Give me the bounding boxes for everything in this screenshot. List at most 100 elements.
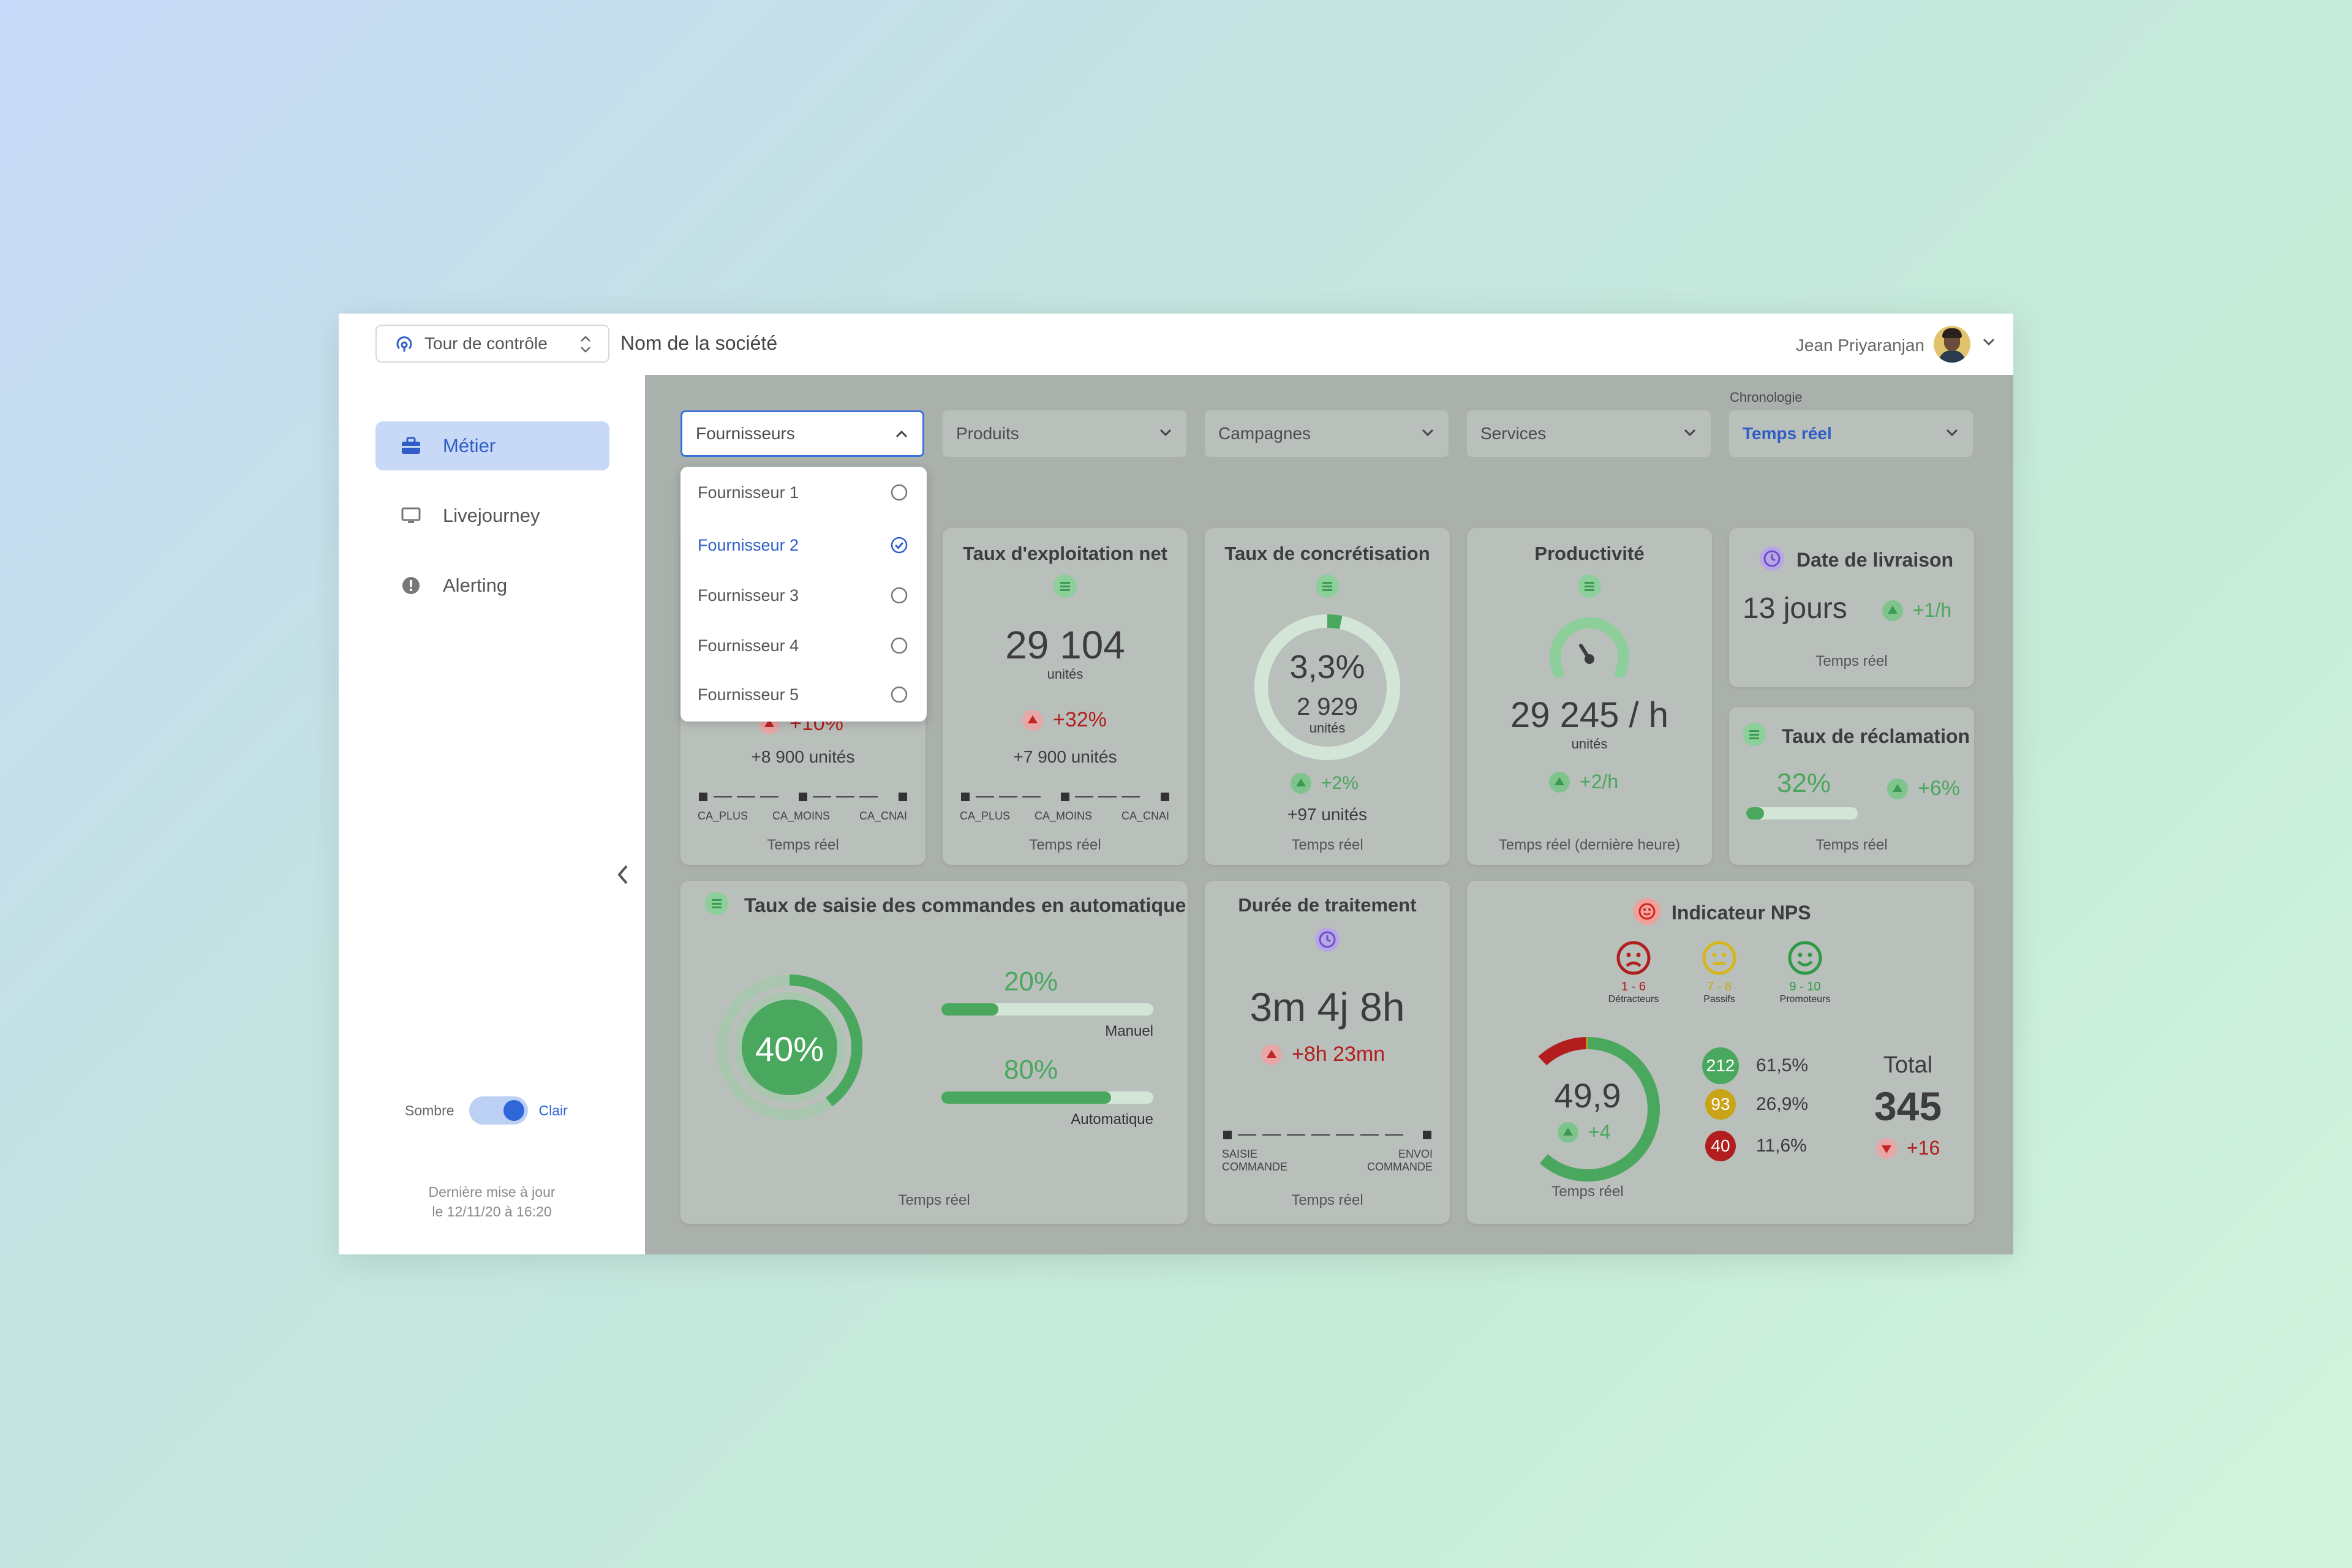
card-note: +7 900 unités: [1013, 747, 1117, 766]
legend-range: 1 - 6: [1621, 980, 1646, 993]
card-traitement: Durée de traitement 3m 4j 8h +8h 23mn SA…: [1205, 881, 1450, 1224]
ring-percent: 3,3%: [1289, 649, 1365, 685]
filter-label: Campagnes: [1218, 424, 1311, 443]
last-update-line2: le 12/11/20 à 16:20: [432, 1204, 552, 1219]
alert-icon: [400, 575, 422, 597]
legend-label: Passifs: [1703, 994, 1735, 1005]
filter-label: Services: [1480, 424, 1547, 443]
avatar[interactable]: [1934, 326, 1970, 363]
last-update-line1: Dernière mise à jour: [428, 1184, 556, 1200]
card-title: Productivité: [1534, 543, 1645, 564]
card-footer: Temps réel: [1815, 837, 1888, 853]
card-value: 13 jours: [1743, 592, 1847, 625]
dropdown-option[interactable]: Fournisseur 5: [680, 676, 927, 713]
filter-label: Fournisseurs: [696, 424, 795, 443]
card-unit: unités: [1047, 666, 1084, 682]
filter-services[interactable]: Services: [1467, 410, 1711, 457]
nps-score: 49,9: [1554, 1076, 1621, 1115]
card-note: +97 unités: [1287, 805, 1367, 824]
option-label: Fournisseur 4: [698, 636, 799, 655]
list-icon: [1743, 723, 1766, 746]
filter-chronologie[interactable]: Temps réel: [1729, 410, 1973, 457]
auto-progress: [941, 1091, 1153, 1104]
theme-toggle[interactable]: [469, 1096, 528, 1125]
card-nps: Indicateur NPS 1 - 6 Détracteurs 7 - 8 P…: [1467, 881, 1974, 1224]
manual-label: Manuel: [1105, 1023, 1153, 1039]
dropdown-option[interactable]: Fournisseur 1: [680, 474, 927, 511]
card-livraison: Date de livraison 13 jours +1/h Temps ré…: [1729, 528, 1974, 687]
sidebar: Métier Livejourney Alerting Sombre Clair…: [339, 375, 645, 1254]
list-icon: [705, 892, 728, 915]
arrow-up-icon: [1022, 709, 1043, 731]
up-down-chevron-icon: [581, 336, 590, 353]
fournisseurs-dropdown: Fournisseur 1 Fournisseur 2 Fournisseur …: [680, 467, 927, 722]
filter-campagnes[interactable]: Campagnes: [1205, 410, 1449, 457]
manual-progress: [941, 1003, 1153, 1016]
step-label-start: SAISIE COMMANDE: [1222, 1148, 1287, 1174]
sidebar-item-alerting[interactable]: Alerting: [375, 561, 609, 610]
arrow-down-icon: [1876, 1137, 1897, 1159]
list-icon: [1054, 575, 1077, 598]
sidebar-item-metier[interactable]: Métier: [375, 421, 609, 470]
process-steps: [699, 793, 907, 801]
step-label: CA_CNAI: [859, 810, 908, 822]
neutral-face-icon: [1702, 941, 1736, 975]
happy-face-icon: [1788, 941, 1822, 975]
card-title: Taux de réclamation: [1782, 725, 1970, 747]
nps-count: 93: [1705, 1089, 1736, 1120]
option-label: Fournisseur 3: [698, 586, 799, 605]
filter-produits[interactable]: Produits: [943, 410, 1186, 457]
monitor-icon: [400, 505, 422, 527]
radio-icon: [891, 587, 908, 604]
step-label: CA_CNAI: [1121, 810, 1170, 822]
card-title: Taux d'exploitation net: [962, 543, 1168, 564]
concretisation-ring: [1254, 614, 1400, 760]
app-window: Tour de contrôle Nom de la société Jean …: [339, 314, 2013, 1254]
progress-fill: [941, 1091, 1111, 1104]
theme-dark-label: Sombre: [405, 1102, 454, 1118]
list-icon: [1578, 575, 1601, 598]
card-footer: Temps réel (dernière heure): [1498, 837, 1681, 853]
dropdown-option[interactable]: Fournisseur 4: [680, 627, 927, 664]
arrow-up-icon: [1291, 773, 1311, 794]
control-tower-icon: [396, 336, 412, 352]
chevron-down-icon: [1684, 429, 1696, 437]
delta-text: +8h 23mn: [1292, 1042, 1385, 1066]
card-value: 2 929: [1296, 693, 1359, 720]
app-switcher-label: Tour de contrôle: [424, 334, 548, 353]
nps-pct: 61,5%: [1756, 1055, 1809, 1076]
option-label: Fournisseur 2: [698, 535, 799, 554]
nps-row-passives: 93 26,9%: [1702, 1089, 1808, 1120]
collapse-sidebar-icon[interactable]: [614, 862, 631, 887]
delta-text: +2%: [1321, 773, 1359, 793]
arrow-up-icon: [1887, 778, 1908, 799]
chevron-down-icon[interactable]: [1981, 337, 1996, 347]
option-label: Fournisseur 5: [698, 685, 799, 704]
top-bar: Tour de contrôle Nom de la société Jean …: [339, 314, 2013, 375]
delta-text: +6%: [1918, 777, 1960, 800]
chevron-down-icon: [1946, 429, 1958, 437]
nps-row-detractors: 40 11,6%: [1702, 1131, 1807, 1161]
arrow-up-icon: [1558, 1121, 1578, 1143]
app-switcher[interactable]: Tour de contrôle: [375, 325, 609, 363]
process-steps: [1223, 1131, 1431, 1139]
card-delta: +2%: [1291, 773, 1359, 794]
step-line: ENVOI: [1398, 1148, 1433, 1160]
delta-text: +32%: [1053, 708, 1107, 731]
delta-text: +4: [1588, 1121, 1611, 1143]
dropdown-option[interactable]: Fournisseur 2: [680, 527, 927, 564]
chevron-down-icon: [1159, 429, 1172, 437]
nps-total: 345: [1874, 1084, 1942, 1129]
dropdown-option[interactable]: Fournisseur 3: [680, 577, 927, 614]
chevron-down-icon: [1422, 429, 1434, 437]
step-label: CA_PLUS: [960, 810, 1011, 822]
auto-pct: 80%: [1004, 1055, 1058, 1085]
user-name[interactable]: Jean Priyaranjan: [1795, 336, 1924, 355]
step-line: COMMANDE: [1367, 1161, 1433, 1173]
filter-fournisseurs[interactable]: Fournisseurs: [680, 410, 924, 457]
company-name: Nom de la société: [620, 332, 778, 354]
filter-label: Temps réel: [1743, 424, 1832, 443]
sidebar-item-livejourney[interactable]: Livejourney: [375, 491, 609, 540]
arrow-up-icon: [1549, 771, 1570, 793]
card-footer: Temps réel: [1029, 837, 1101, 853]
